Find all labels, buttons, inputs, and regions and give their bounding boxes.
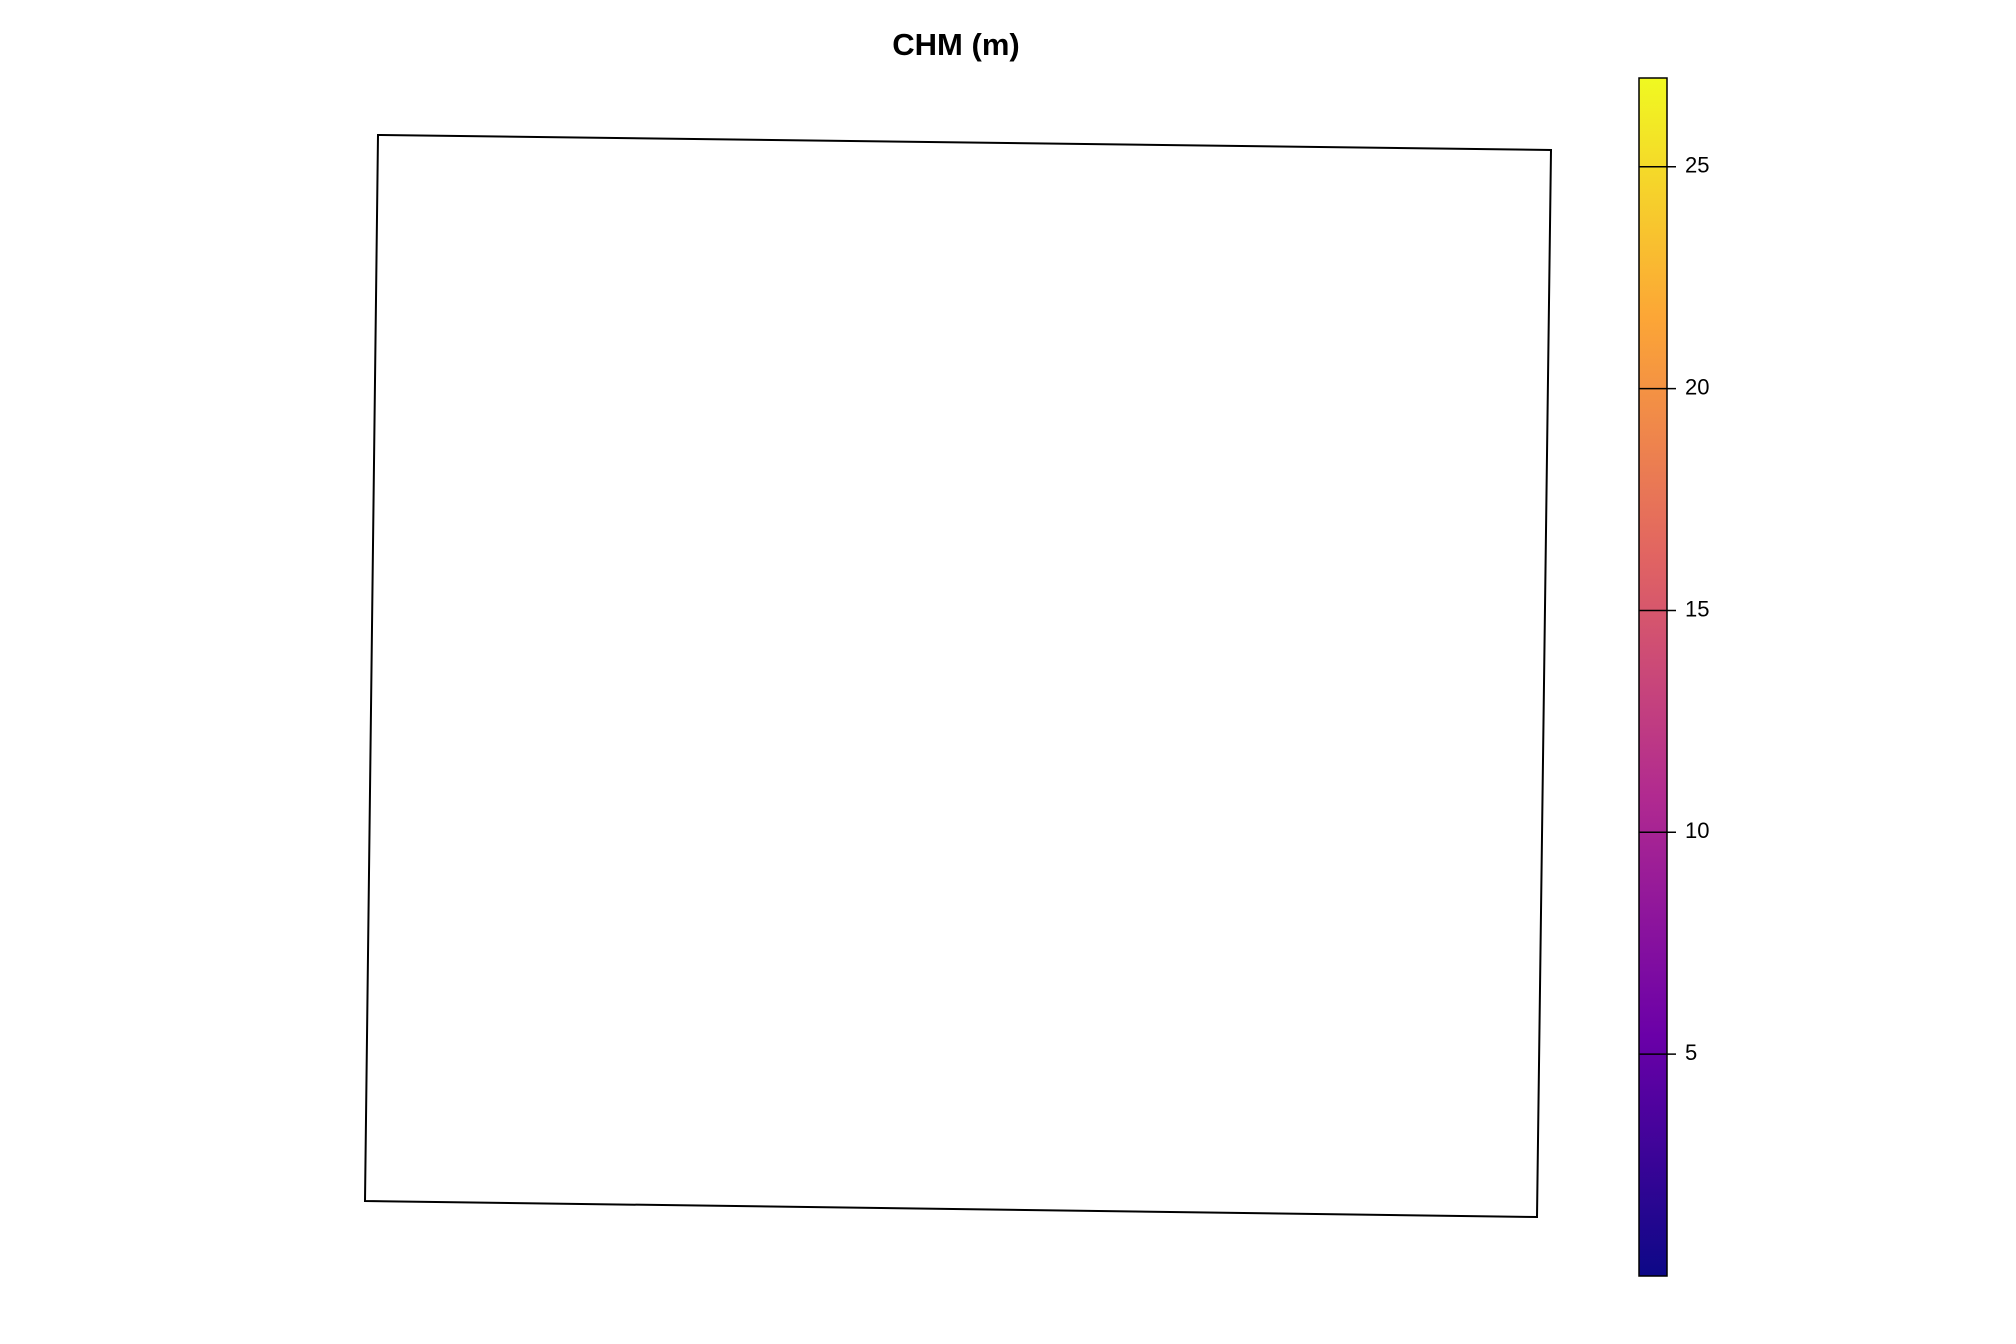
colorbar-tick-label: 10 xyxy=(1685,818,1709,843)
chart-title: CHM (m) xyxy=(892,27,1019,62)
colorbar-tick-label: 15 xyxy=(1685,596,1709,621)
colorbar-tick-label: 25 xyxy=(1685,153,1709,178)
colorbar xyxy=(1638,77,1668,1277)
raster-panel xyxy=(306,78,1610,1276)
colorbar-tick-label: 5 xyxy=(1685,1040,1697,1065)
colorbar-tick-label: 20 xyxy=(1685,374,1709,399)
plot-boundary xyxy=(363,133,1553,1219)
